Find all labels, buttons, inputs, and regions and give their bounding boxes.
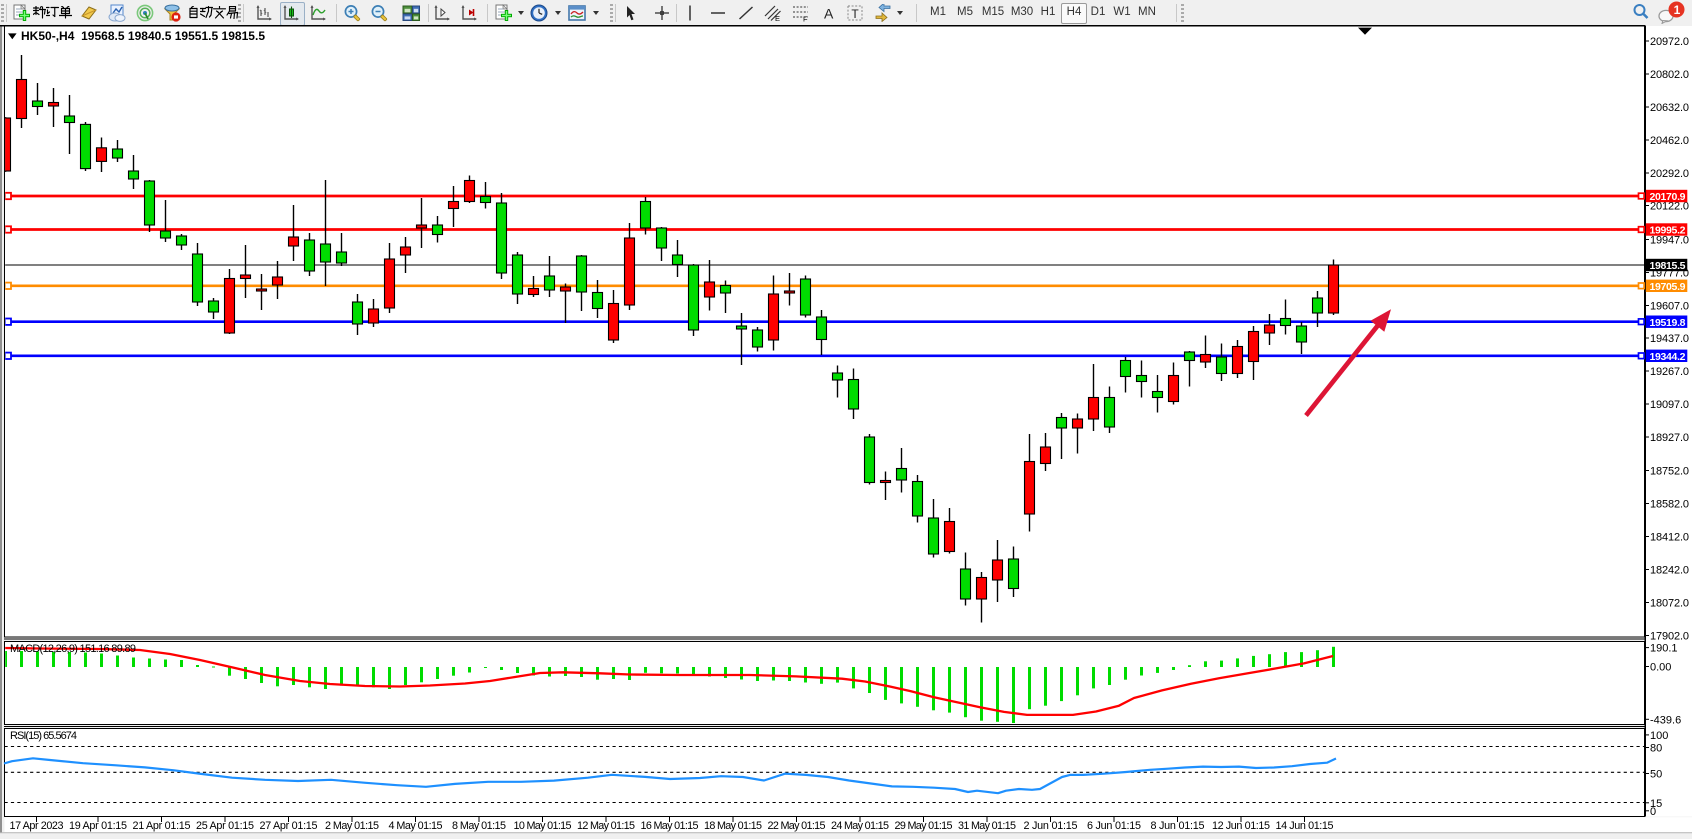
svg-text:4 May 01:15: 4 May 01:15 [389, 820, 443, 832]
svg-text:20462.0: 20462.0 [1650, 135, 1689, 147]
svg-text:20122.0: 20122.0 [1650, 201, 1689, 213]
svg-text:19437.0: 19437.0 [1650, 333, 1689, 345]
svg-text:0: 0 [1650, 806, 1656, 818]
svg-text:19815.5: 19815.5 [1650, 260, 1686, 272]
svg-text:19097.0: 19097.0 [1650, 399, 1689, 411]
svg-text:19947.0: 19947.0 [1650, 235, 1689, 247]
svg-text:18242.0: 18242.0 [1650, 565, 1689, 577]
svg-text:RSI(15) 65.5674: RSI(15) 65.5674 [10, 730, 77, 742]
svg-text:100: 100 [1650, 730, 1668, 742]
svg-text:12 May 01:15: 12 May 01:15 [577, 820, 635, 832]
svg-text:19344.2: 19344.2 [1650, 351, 1686, 363]
svg-text:2 May 01:15: 2 May 01:15 [325, 820, 379, 832]
svg-text:16 May 01:15: 16 May 01:15 [641, 820, 699, 832]
svg-text:20292.0: 20292.0 [1650, 168, 1689, 180]
svg-text:E: E [775, 14, 780, 22]
svg-text:-439.6: -439.6 [1650, 714, 1681, 726]
svg-text:A: A [824, 6, 834, 22]
svg-text:20170.9: 20170.9 [1650, 191, 1686, 203]
svg-text:8 May 01:15: 8 May 01:15 [452, 820, 506, 832]
svg-text:29 May 01:15: 29 May 01:15 [895, 820, 953, 832]
svg-text:50: 50 [1650, 769, 1662, 781]
svg-text:22 May 01:15: 22 May 01:15 [768, 820, 826, 832]
svg-text:17902.0: 17902.0 [1650, 631, 1689, 643]
svg-text:8 Jun 01:15: 8 Jun 01:15 [1151, 820, 1205, 832]
svg-text:19 Apr 01:15: 19 Apr 01:15 [69, 820, 127, 832]
svg-text:MACD(12,26,9) 151.16 89.89: MACD(12,26,9) 151.16 89.89 [10, 643, 136, 655]
svg-text:20802.0: 20802.0 [1650, 69, 1689, 81]
svg-text:80: 80 [1650, 743, 1662, 755]
svg-text:10 May 01:15: 10 May 01:15 [514, 820, 572, 832]
svg-text:12 Jun 01:15: 12 Jun 01:15 [1212, 820, 1270, 832]
svg-text:31 May 01:15: 31 May 01:15 [958, 820, 1016, 832]
svg-text:6 Jun 01:15: 6 Jun 01:15 [1087, 820, 1141, 832]
svg-text:HK50-,H4 19568.5 19840.5 1955: HK50-,H4 19568.5 19840.5 19551.5 19815.5 [21, 29, 265, 43]
svg-text:19267.0: 19267.0 [1650, 366, 1689, 378]
svg-text:190.1: 190.1 [1650, 643, 1678, 655]
svg-text:27 Apr 01:15: 27 Apr 01:15 [260, 820, 318, 832]
svg-text:18072.0: 18072.0 [1650, 598, 1689, 610]
svg-text:18582.0: 18582.0 [1650, 499, 1689, 511]
svg-text:15: 15 [1650, 798, 1662, 810]
svg-text:24 May 01:15: 24 May 01:15 [831, 820, 889, 832]
svg-text:18412.0: 18412.0 [1650, 532, 1689, 544]
svg-text:19519.8: 19519.8 [1650, 317, 1686, 329]
svg-text:T: T [851, 7, 859, 21]
svg-text:14 Jun 01:15: 14 Jun 01:15 [1276, 820, 1334, 832]
svg-text:18 May 01:15: 18 May 01:15 [704, 820, 762, 832]
svg-text:19607.0: 19607.0 [1650, 301, 1689, 313]
svg-text:20632.0: 20632.0 [1650, 102, 1689, 114]
svg-text:1: 1 [1674, 3, 1681, 17]
svg-text:18752.0: 18752.0 [1650, 466, 1689, 478]
svg-text:2 Jun 01:15: 2 Jun 01:15 [1024, 820, 1078, 832]
svg-text:18927.0: 18927.0 [1650, 432, 1689, 444]
svg-text:21 Apr 01:15: 21 Apr 01:15 [133, 820, 191, 832]
svg-text:19995.2: 19995.2 [1650, 225, 1686, 237]
svg-text:0.00: 0.00 [1650, 662, 1671, 674]
svg-text:19705.9: 19705.9 [1650, 281, 1686, 293]
svg-text:F: F [803, 15, 808, 23]
svg-text:20972.0: 20972.0 [1650, 36, 1689, 48]
svg-text:25 Apr 01:15: 25 Apr 01:15 [196, 820, 254, 832]
svg-text:17 Apr 2023: 17 Apr 2023 [10, 820, 64, 832]
